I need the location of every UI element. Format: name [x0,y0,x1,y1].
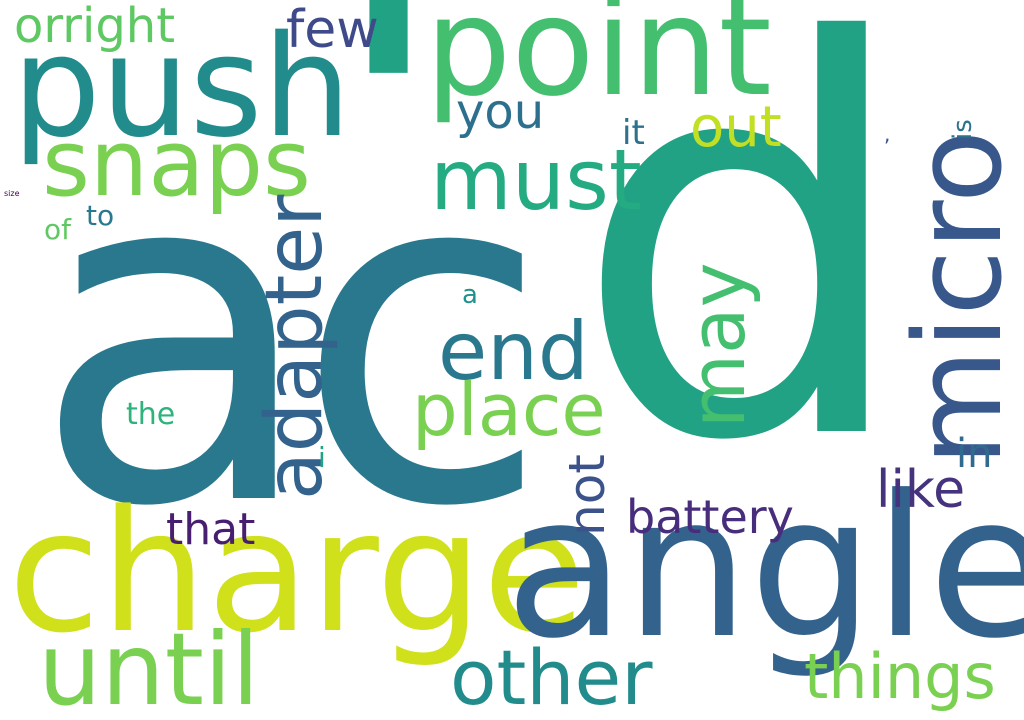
word-angle: angle [505,454,1024,682]
word-is: is [948,119,978,140]
word-in: in [956,431,993,477]
word-charge: charge [8,474,586,670]
word-until: until [38,611,260,720]
word-not: not [558,454,616,536]
word-other: other [450,633,653,720]
word-few: few [286,0,379,60]
word-micro: micro [890,129,1024,466]
word-things: things [804,640,996,713]
word-size: size [4,189,20,198]
word-a: a [462,280,478,310]
word-of: of [44,213,71,246]
word-snaps: snaps [42,110,311,217]
word-battery: battery [626,490,794,544]
word-point: point [425,0,772,127]
word-out: out [690,95,782,160]
word-d: d [572,0,915,559]
word-may: may [673,262,762,428]
word-end: end [438,305,589,398]
word-it: it [622,113,645,153]
word-comma: , [884,122,891,146]
word-i: i [318,441,326,474]
word-must: must [430,131,642,229]
word-that: that [166,504,256,555]
word-ac: ac [32,66,551,608]
word-orright: orright [14,0,176,54]
word-the: the [126,397,176,432]
word-push: push [12,6,352,169]
word-like: like [876,460,966,520]
word-to: to [86,199,115,232]
word-apostrophe: ' [338,0,440,302]
word-you: you [456,84,545,140]
word-place: place [412,368,606,452]
